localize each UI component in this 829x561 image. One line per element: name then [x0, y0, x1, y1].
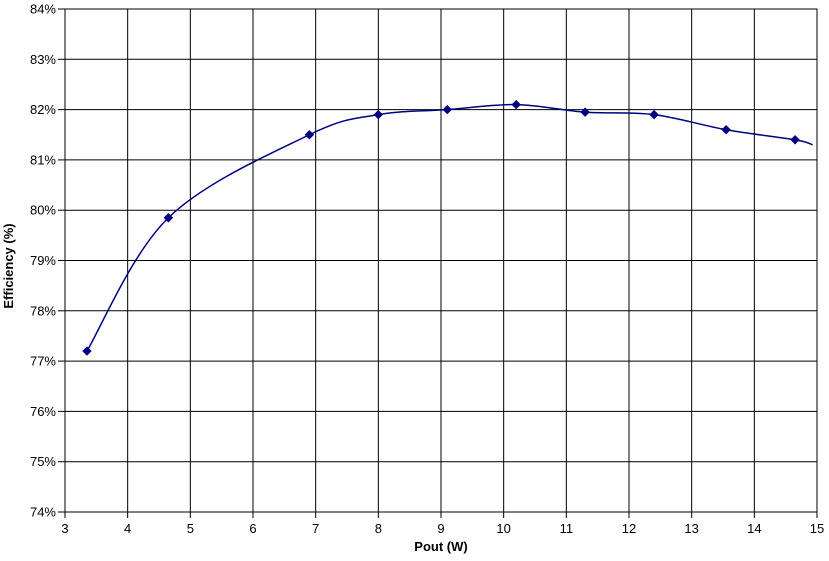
data-point-marker — [721, 125, 731, 135]
y-tick-label: 74% — [30, 505, 56, 520]
data-point-marker — [649, 109, 659, 120]
data-point-marker — [304, 130, 315, 140]
x-tick-label: 11 — [560, 521, 574, 536]
data-point-marker — [511, 99, 521, 110]
y-tick-label: 84% — [30, 2, 56, 17]
y-tick-label: 81% — [30, 152, 56, 167]
data-point-marker — [373, 109, 384, 120]
y-tick-label: 78% — [30, 303, 56, 318]
tick-label-layer: 3 4 5 6 7 8 9 10 11 12 13 14 15 74% 75% 76% 77% 78% 79% 80%… — [30, 2, 824, 537]
data-point-marker — [82, 346, 92, 356]
x-tick-label: 4 — [124, 521, 131, 536]
data-point-marker — [790, 135, 800, 145]
data-point-marker — [163, 213, 174, 223]
x-tick-label: 12 — [622, 521, 636, 536]
data-point-marker — [442, 104, 452, 115]
x-tick-label: 7 — [312, 521, 319, 536]
x-tick-label: 13 — [684, 521, 698, 536]
tick-layer — [58, 8, 818, 518]
x-tick-label: 6 — [249, 521, 256, 536]
y-tick-label: 83% — [30, 52, 56, 67]
y-tick-label: 79% — [30, 253, 56, 268]
y-tick-label: 76% — [30, 404, 56, 419]
x-tick-label: 10 — [496, 521, 510, 536]
series-line — [86, 103, 813, 352]
x-axis-title: Pout (W) — [414, 539, 467, 554]
x-tick-label: 3 — [61, 521, 68, 536]
x-tick-label: 8 — [375, 521, 382, 536]
x-tick-label: 14 — [747, 521, 761, 536]
x-tick-label: 9 — [437, 521, 444, 536]
y-tick-label: 77% — [30, 354, 56, 369]
y-tick-label: 75% — [30, 454, 56, 469]
x-tick-label: 15 — [810, 521, 824, 536]
y-tick-label: 80% — [30, 203, 56, 218]
y-tick-label: 82% — [30, 102, 56, 117]
x-tick-label: 5 — [187, 521, 194, 536]
data-point-marker — [580, 107, 590, 117]
series-layer — [82, 99, 813, 356]
grid-layer — [64, 8, 818, 513]
y-axis-title: Efficiency (%) — [1, 223, 16, 308]
